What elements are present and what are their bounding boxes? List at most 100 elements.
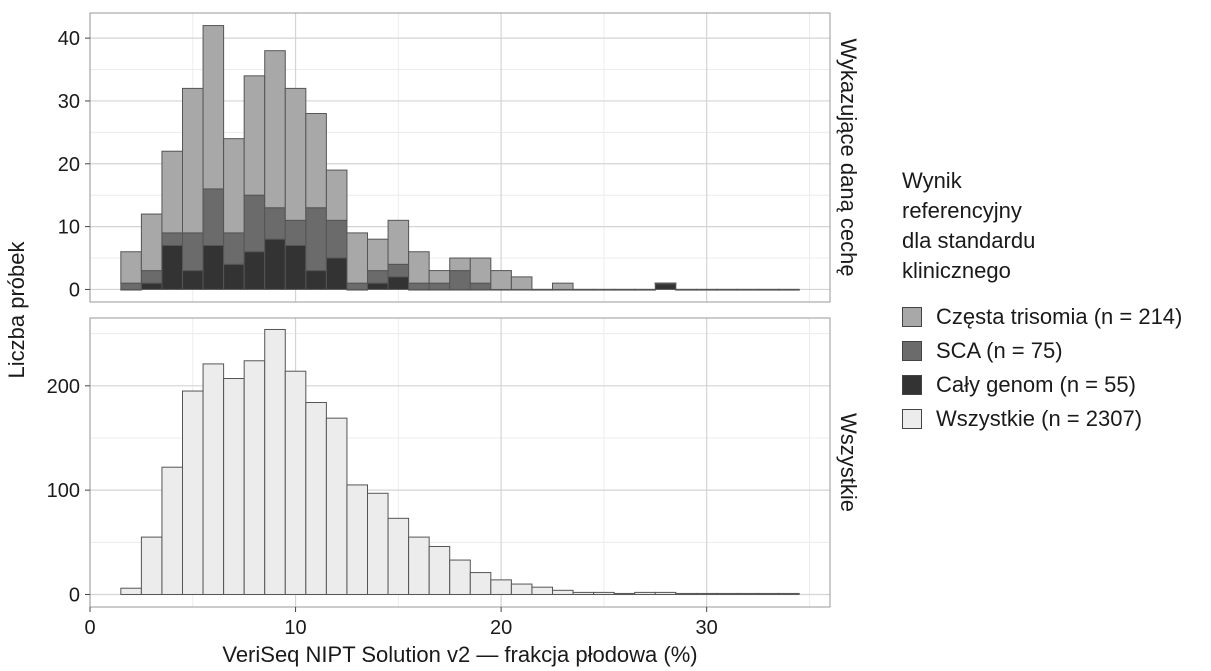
legend-swatch-genome xyxy=(902,375,922,395)
histogram-bar xyxy=(202,363,225,595)
histogram-bar xyxy=(325,219,348,259)
x-tick-label: 20 xyxy=(490,617,512,639)
histogram-bar xyxy=(510,583,533,595)
histogram-bar xyxy=(140,536,163,595)
histogram-bar xyxy=(325,417,348,595)
histogram-bar xyxy=(675,288,697,291)
histogram-bar xyxy=(490,579,512,595)
histogram-bar xyxy=(243,360,266,595)
histogram-bar xyxy=(469,572,492,595)
x-tick-label: 0 xyxy=(84,617,95,639)
histogram-bar xyxy=(428,270,451,284)
histogram-bar xyxy=(408,536,430,595)
histogram-bar xyxy=(387,219,410,265)
panel-border xyxy=(89,317,831,608)
histogram-bar xyxy=(223,378,245,595)
histogram-bar xyxy=(716,288,739,291)
histogram-bar xyxy=(161,232,183,246)
histogram-bar xyxy=(140,213,163,272)
histogram-bar xyxy=(325,257,348,290)
histogram-bar xyxy=(552,282,574,290)
histogram-bar xyxy=(264,328,286,595)
histogram-bar xyxy=(367,238,389,272)
panel-strip-label: Wykazujące daną cechę xyxy=(836,38,861,276)
legend-swatch-sca xyxy=(902,341,922,361)
y-tick-label: 10 xyxy=(58,217,80,239)
histogram-bar xyxy=(695,592,718,595)
histogram-bar xyxy=(634,591,656,595)
histogram-bar xyxy=(284,244,307,290)
histogram-bar xyxy=(757,592,780,595)
histogram-bar xyxy=(243,75,266,196)
histogram-bar xyxy=(449,559,471,595)
histogram-bar xyxy=(593,288,615,291)
histogram-bar xyxy=(387,276,410,290)
histogram-bar xyxy=(140,270,163,284)
y-tick-label: 0 xyxy=(69,584,80,606)
histogram-bar xyxy=(120,282,142,290)
legend-item-genome: Cały genom (n = 55) xyxy=(902,368,1207,402)
legend-item-trisomy: Częsta trisomia (n = 214) xyxy=(902,300,1207,334)
y-tick-label: 0 xyxy=(69,279,80,301)
histogram-bar xyxy=(552,589,574,595)
histogram-bar xyxy=(223,263,245,290)
legend: Wynik referencyjny dla standardu klinicz… xyxy=(902,166,1207,436)
histogram-bar xyxy=(428,282,451,290)
histogram-bar xyxy=(387,263,410,278)
y-axis-title: Liczba próbek xyxy=(4,241,29,379)
histogram-bar xyxy=(161,150,183,234)
histogram-bar xyxy=(182,87,204,234)
histogram-bar xyxy=(408,282,430,290)
histogram-bar xyxy=(675,592,697,595)
histogram-bar xyxy=(243,251,266,290)
histogram-bar xyxy=(531,586,554,595)
histogram-bar xyxy=(367,270,389,284)
histogram-bar xyxy=(120,587,142,595)
panel-border xyxy=(89,12,831,303)
histogram-bar xyxy=(305,113,327,209)
panel-strip-label: Wszystkie xyxy=(836,413,861,512)
histogram-bar xyxy=(654,591,677,595)
histogram-bar xyxy=(223,232,245,265)
legend-label-all: Wszystkie (n = 2307) xyxy=(936,406,1143,431)
histogram-bar xyxy=(490,270,512,290)
histogram-bar xyxy=(284,87,307,221)
legend-label-genome: Cały genom (n = 55) xyxy=(936,372,1136,397)
histogram-bar xyxy=(469,282,492,290)
histogram-bar xyxy=(531,288,554,291)
histogram-bar xyxy=(634,288,656,291)
histogram-bar xyxy=(716,592,739,595)
histogram-bar xyxy=(654,282,677,285)
legend-item-sca: SCA (n = 75) xyxy=(902,334,1207,368)
histogram-bar xyxy=(572,591,595,595)
histogram-bar xyxy=(243,194,266,253)
histogram-bar xyxy=(346,282,369,290)
histogram-bar xyxy=(613,592,636,595)
x-tick-label: 30 xyxy=(696,617,718,639)
y-tick-label: 30 xyxy=(58,91,80,113)
histogram-bar xyxy=(305,402,327,595)
histogram-bar xyxy=(572,288,595,291)
histogram-bar xyxy=(469,257,492,284)
histogram-bar xyxy=(140,282,163,290)
legend-title: Wynik referencyjny dla standardu klinicz… xyxy=(902,168,1036,283)
histogram-bar xyxy=(161,244,183,290)
histogram-bar xyxy=(737,288,759,291)
histogram-bar xyxy=(202,188,225,246)
histogram-bar xyxy=(284,370,307,595)
legend-swatch-trisomy xyxy=(902,307,922,327)
histogram-bar xyxy=(778,288,800,291)
histogram-bar xyxy=(346,484,369,595)
legend-swatch-all xyxy=(902,409,922,429)
histogram-bar xyxy=(182,390,204,595)
histogram-bar xyxy=(161,466,183,595)
histogram-bar xyxy=(264,50,286,209)
x-axis-title: VeriSeq NIPT Solution v2 — frakcja płodo… xyxy=(222,642,697,667)
histogram-bar xyxy=(305,207,327,272)
histogram-bar xyxy=(593,591,615,595)
histogram-bar xyxy=(387,517,410,595)
histogram-bar xyxy=(510,276,533,290)
legend-label-sca: SCA (n = 75) xyxy=(936,338,1063,363)
histogram-bar xyxy=(367,492,389,595)
histogram-bar xyxy=(120,251,142,284)
